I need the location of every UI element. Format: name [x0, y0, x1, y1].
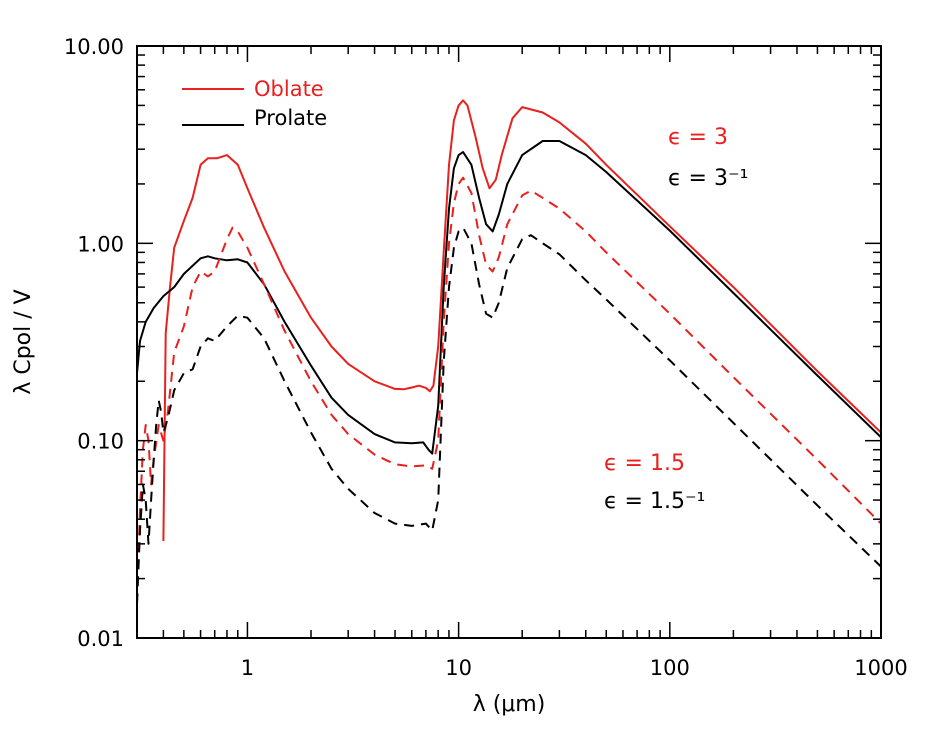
annotation-eps-3: ϵ = 3 — [668, 125, 728, 150]
series-prolate_eps1_5 — [137, 226, 881, 604]
legend-label-prolate: Prolate — [254, 106, 327, 130]
y-tick-label: 0.10 — [77, 430, 124, 454]
legend: Oblate Prolate — [182, 77, 327, 130]
y-tick-label: 10.00 — [64, 35, 124, 59]
legend-label-oblate: Oblate — [254, 77, 324, 101]
x-axis-label: λ (μm) — [473, 692, 546, 717]
y-tick-label: 0.01 — [77, 627, 124, 651]
annotation-eps-1-5-inverse: ϵ = 1.5⁻¹ — [604, 489, 705, 514]
series-prolate_eps3 — [137, 140, 881, 455]
annotation-eps-3-inverse: ϵ = 3⁻¹ — [668, 166, 748, 191]
y-axis-label: λ Cpol / V — [11, 289, 36, 394]
series-oblate_eps1_5 — [137, 176, 881, 604]
x-tick-label: 1 — [241, 656, 254, 680]
y-tick-label: 1.00 — [77, 232, 124, 256]
x-tick-label: 1000 — [854, 656, 907, 680]
tick-layer: 1 10 100 1000 0.01 0.10 1.00 10.00 — [64, 35, 908, 680]
x-tick-label: 100 — [650, 656, 690, 680]
x-tick-label: 10 — [445, 656, 472, 680]
series-oblate_eps3 — [162, 99, 881, 542]
annotations: ϵ = 3 ϵ = 3⁻¹ ϵ = 1.5 ϵ = 1.5⁻¹ — [604, 125, 748, 514]
plot-frame — [136, 45, 882, 639]
series-layer — [137, 99, 881, 604]
annotation-eps-1-5: ϵ = 1.5 — [604, 451, 685, 476]
